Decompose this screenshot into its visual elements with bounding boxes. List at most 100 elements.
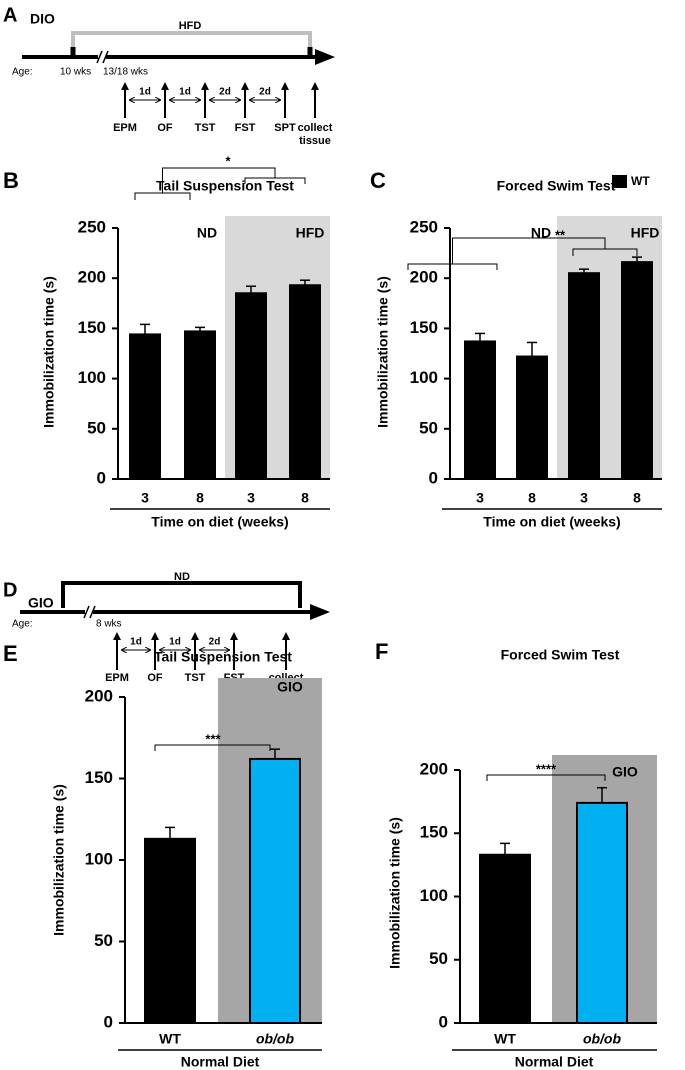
panel-letter: B (3, 168, 19, 193)
x-tick-label: 3 (141, 490, 149, 506)
legend-label: WT (631, 174, 650, 188)
sig-bracket (486, 774, 606, 781)
event-label: EPM (113, 122, 137, 134)
x-tick-label: ob/ob (256, 1031, 295, 1047)
x-axis-label: Time on diet (weeks) (151, 514, 288, 530)
x-tick-label: WT (159, 1031, 181, 1047)
panel-letter: A (3, 4, 17, 26)
y-tick-label: 0 (104, 1012, 113, 1031)
axis-break (83, 605, 90, 619)
interval-label: 2d (209, 637, 221, 648)
y-tick-label: 250 (78, 217, 106, 236)
y-tick-label: 200 (85, 686, 113, 705)
x-tick-label: 3 (247, 490, 255, 506)
event-label: collect tissue (297, 122, 333, 147)
bar (464, 340, 496, 480)
event-label: TST (194, 122, 216, 134)
y-tick-label: 150 (78, 318, 106, 337)
y-axis-label: Immobilization time (s) (375, 276, 391, 428)
age-value: 8 wks (96, 619, 122, 630)
region-label: ND (531, 225, 551, 241)
legend-swatch (612, 175, 627, 188)
x-tick-label: 8 (196, 490, 204, 506)
region-label: ND (197, 225, 217, 241)
event-label: OF (147, 672, 163, 684)
axis-break (102, 50, 109, 64)
interval-label: 2d (219, 87, 231, 98)
x-tick-label: 3 (580, 490, 588, 506)
event-label: EPM (105, 672, 129, 684)
chart-title: Forced Swim Test (497, 178, 616, 194)
bar (576, 801, 628, 1025)
y-tick-label: 100 (78, 368, 106, 387)
event-label: TST (184, 672, 206, 684)
y-tick-label: 150 (85, 768, 113, 787)
interval-label: 1d (179, 87, 191, 98)
y-tick-label: 50 (429, 949, 448, 968)
y-tick-label: 50 (419, 418, 438, 437)
axis-break (96, 50, 103, 64)
region-label: GIO (612, 764, 638, 780)
panel-letter: C (370, 168, 386, 193)
y-tick-label: 200 (410, 268, 438, 287)
significance: *** (205, 731, 221, 746)
chart-title: Tail Suspension Test (156, 178, 294, 194)
bar (184, 330, 216, 480)
bar (235, 292, 267, 481)
bar (144, 837, 196, 1024)
timeline-head (315, 49, 335, 65)
panel-letter: F (375, 639, 388, 664)
chart-title: Forced Swim Test (501, 647, 620, 663)
x-tick-label: ob/ob (583, 1031, 622, 1047)
bracket-label: HFD (179, 20, 202, 32)
y-tick-label: 0 (97, 468, 106, 487)
diet-bracket (61, 581, 302, 608)
bar (289, 284, 321, 480)
region-label: HFD (296, 225, 325, 241)
event-label-box: FST (234, 122, 256, 134)
y-tick-label: 100 (420, 886, 448, 905)
axis-break (89, 605, 96, 619)
event-label-box: SPT (274, 122, 296, 134)
significance: ** (555, 227, 566, 242)
significance: **** (536, 761, 557, 776)
y-axis-label: Immobilization time (s) (387, 817, 403, 969)
bar (568, 272, 600, 480)
y-tick-label: 200 (420, 759, 448, 778)
event-label: FST (234, 122, 256, 134)
y-tick-label: 100 (85, 849, 113, 868)
interval-label: 1d (130, 637, 142, 648)
age-value: 10 wks (60, 67, 91, 78)
event-label-box: EPM (113, 122, 137, 134)
y-tick-label: 100 (410, 368, 438, 387)
event-label-box: TST (184, 672, 206, 684)
bar (479, 853, 531, 1024)
diagram-title: DIO (30, 11, 55, 27)
diagram-title: GIO (28, 595, 54, 611)
event-label: SPT (274, 122, 296, 134)
y-tick-label: 50 (87, 418, 106, 437)
interval-label: 2d (259, 87, 271, 98)
x-tick-label: 8 (528, 490, 536, 506)
bar (249, 757, 301, 1024)
event-label-box: TST (194, 122, 216, 134)
axis-break-gap (98, 52, 106, 62)
event-label-box: collect tissue (297, 122, 333, 147)
event-label-box: EPM (105, 672, 129, 684)
sig-bracket (134, 167, 306, 200)
x-tick-label: 8 (633, 490, 641, 506)
age-label: Age: (12, 619, 33, 630)
axis-break-gap (85, 607, 93, 617)
interval-label: 1d (169, 637, 181, 648)
y-tick-label: 250 (410, 217, 438, 236)
diet-bracket (71, 31, 312, 53)
x-axis-label: Time on diet (weeks) (483, 514, 620, 530)
bar (621, 261, 653, 480)
y-axis-label: Immobilization time (s) (51, 784, 67, 936)
chart-title: Tail Suspension Test (154, 649, 292, 665)
bar (516, 355, 548, 480)
region-label: HFD (631, 225, 660, 241)
panel-letter: E (3, 641, 18, 666)
y-tick-label: 150 (420, 823, 448, 842)
event-label-box: OF (157, 122, 172, 134)
